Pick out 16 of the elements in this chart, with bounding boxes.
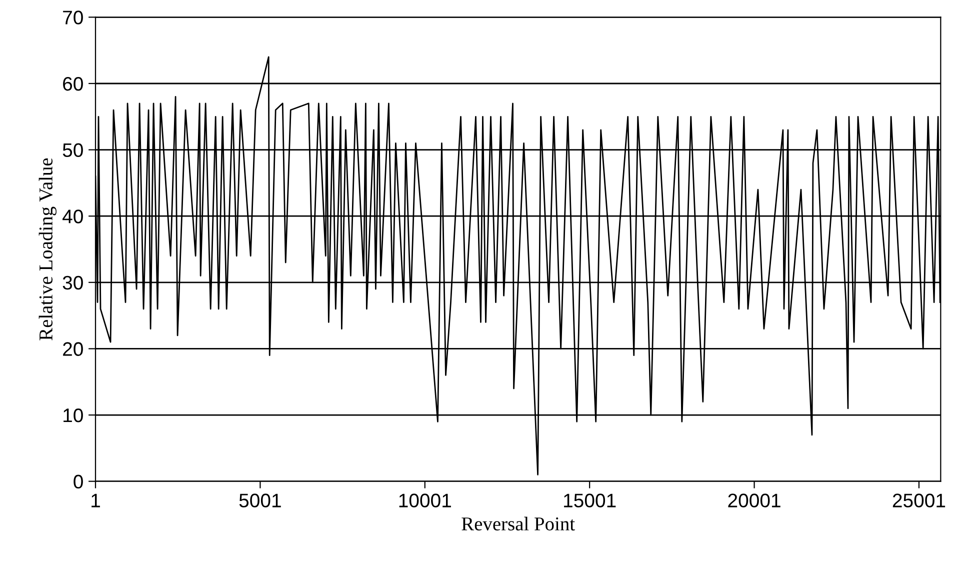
y-tick-label: 0 [74,474,83,489]
y-tick-label: 70 [63,10,83,24]
x-tick-label: 15001 [564,494,616,508]
x-axis-title: Reversal Point [462,516,575,530]
y-tick-label: 50 [62,143,83,158]
y-tick-label: 10 [64,408,83,422]
x-tick-label: 25001 [892,494,946,508]
y-tick-label: 40 [62,210,83,224]
x-tick-label: 20001 [728,494,780,508]
y-tick-label: 20 [63,342,83,356]
y-tick-label: 60 [63,76,83,91]
x-tick-label: 5001 [239,494,281,508]
y-axis-title: Relative Loading Value [38,158,57,340]
x-tick-label: 10001 [399,494,451,508]
x-tick-label: 1 [92,494,100,508]
y-tick-label: 30 [62,276,83,290]
